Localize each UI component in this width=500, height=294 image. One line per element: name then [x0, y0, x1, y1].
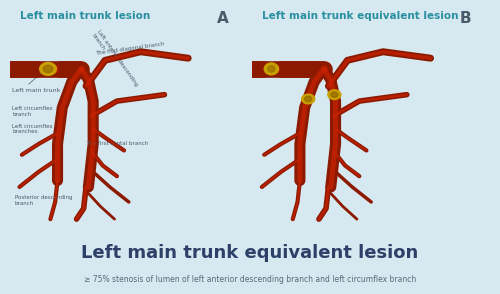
- Text: Left main trunk equivalent lesion: Left main trunk equivalent lesion: [82, 244, 418, 262]
- Text: Left main trunk lesion: Left main trunk lesion: [20, 11, 150, 21]
- Ellipse shape: [44, 65, 53, 73]
- Text: The first septal branch: The first septal branch: [86, 141, 148, 146]
- Text: Left circumflex
branch: Left circumflex branch: [12, 106, 53, 117]
- Text: Posterior descending
branch: Posterior descending branch: [15, 196, 72, 206]
- Ellipse shape: [331, 92, 338, 97]
- Text: ≥ 75% stenosis of lumen of left anterior descending branch and left circumflex b: ≥ 75% stenosis of lumen of left anterior…: [84, 275, 416, 284]
- Text: B: B: [460, 11, 471, 26]
- Text: Left circumflex
branches: Left circumflex branches: [12, 123, 53, 134]
- Text: A: A: [217, 11, 228, 26]
- Ellipse shape: [268, 66, 275, 72]
- Ellipse shape: [304, 96, 312, 102]
- Ellipse shape: [328, 90, 341, 99]
- Text: Left main trunk equivalent lesion: Left main trunk equivalent lesion: [262, 11, 458, 21]
- Ellipse shape: [302, 94, 315, 104]
- Ellipse shape: [40, 63, 56, 75]
- Text: Left anterior descending
branch: Left anterior descending branch: [91, 29, 138, 90]
- Ellipse shape: [264, 63, 278, 75]
- Text: Left main trunk: Left main trunk: [12, 88, 61, 93]
- Text: The first diagonal branch: The first diagonal branch: [96, 41, 165, 56]
